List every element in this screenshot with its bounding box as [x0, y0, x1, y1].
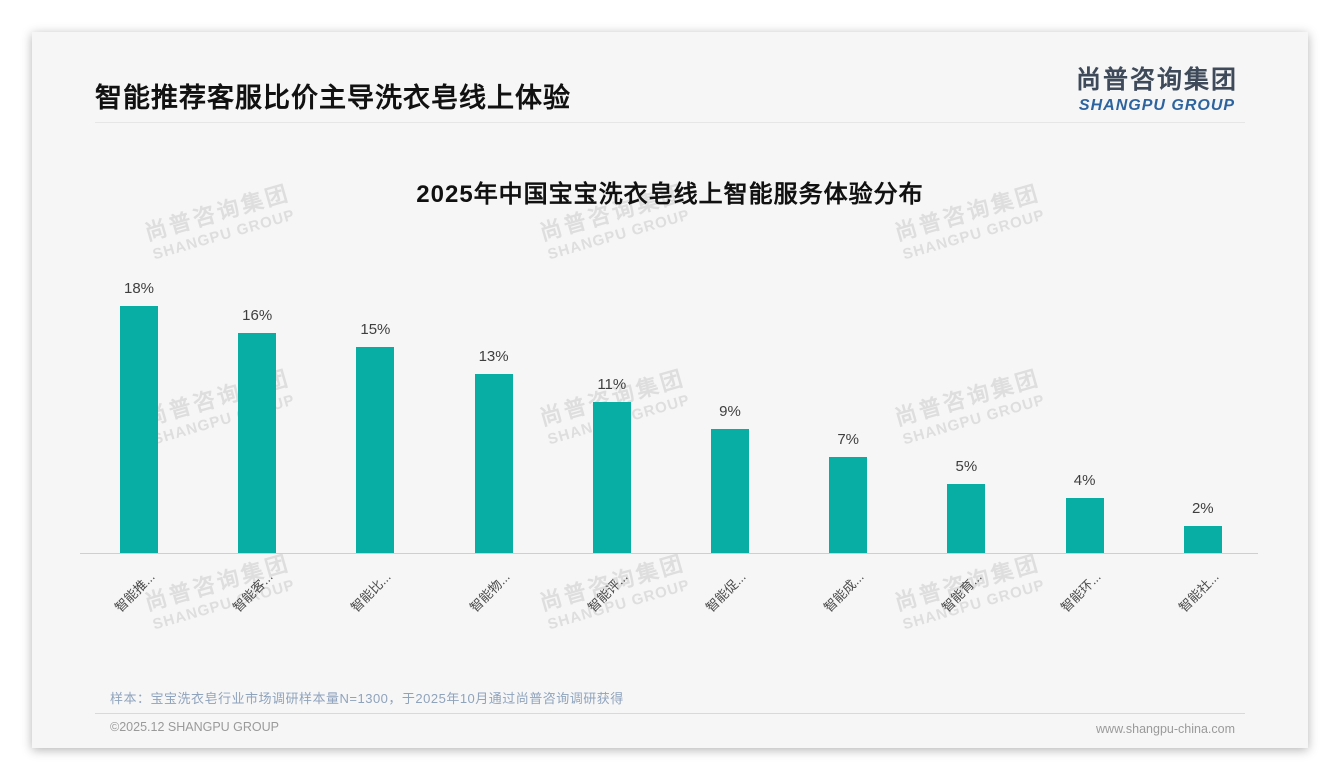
bar-value-label: 11%	[597, 375, 627, 393]
x-axis-label: 智能社...	[1175, 569, 1222, 615]
x-axis-label: 智能促...	[702, 569, 749, 615]
bar	[829, 456, 868, 553]
bar-value-label: 7%	[837, 430, 860, 448]
bar-value-label: 16%	[242, 307, 273, 324]
website-url: www.shangpu-china.com	[1096, 722, 1235, 736]
bar	[1065, 498, 1104, 553]
bar	[947, 484, 986, 553]
bar	[120, 305, 158, 553]
chart-title: 2025年中国宝宝洗衣皂线上智能服务体验分布	[416, 181, 924, 208]
bar-value-label: 2%	[1191, 499, 1214, 517]
bar	[356, 346, 395, 553]
header-divider	[95, 122, 1245, 123]
bar-value-label: 4%	[1073, 472, 1096, 489]
x-axis-label: 智能物...	[466, 569, 513, 615]
bar-value-label: 5%	[955, 458, 978, 476]
bar-value-label: 18%	[123, 279, 155, 297]
bar	[474, 374, 513, 553]
logo-text-en: SHANGPU GROUP	[1078, 97, 1236, 114]
bar-value-label: 15%	[360, 320, 391, 338]
x-axis-label: 智能评...	[584, 569, 631, 615]
bar	[711, 429, 749, 553]
sample-note: 样本：宝宝洗衣皂行业市场调研样本量N=1300，于2025年10月通过尚普咨询调…	[110, 691, 624, 706]
x-axis-label: 智能成...	[821, 569, 867, 615]
bar-value-label: 9%	[719, 403, 741, 421]
copyright: ©2025.12 SHANGPU GROUP	[110, 720, 279, 734]
x-axis-label: 智能比...	[348, 569, 395, 615]
logo: 尚普咨询集团 SHANGPU GROUP	[1076, 60, 1238, 115]
x-axis-label: 智能育...	[939, 569, 986, 615]
footer-divider	[95, 713, 1245, 714]
x-axis-label: 智能客...	[230, 569, 276, 615]
bar-chart: 2025年中国宝宝洗衣皂线上智能服务体验分布 18% 智能推... 16% 智能客..…	[32, 32, 1308, 748]
slide: 尚普咨询集团 SHANGPU GROUP 尚普咨询集团 SHANGPU GROUP 尚普…	[32, 32, 1308, 748]
bar	[1183, 525, 1222, 553]
bar	[592, 401, 631, 553]
page-title: 智能推荐客服比价主导洗衣皂线上体验	[95, 83, 571, 113]
x-axis-line	[80, 553, 1258, 554]
x-axis-label: 智能推...	[111, 569, 158, 615]
bar-value-label: 13%	[478, 348, 509, 366]
x-axis-label: 智能环...	[1057, 569, 1104, 615]
logo-text-cn: 尚普咨询集团	[1075, 66, 1238, 94]
bar	[238, 333, 277, 553]
